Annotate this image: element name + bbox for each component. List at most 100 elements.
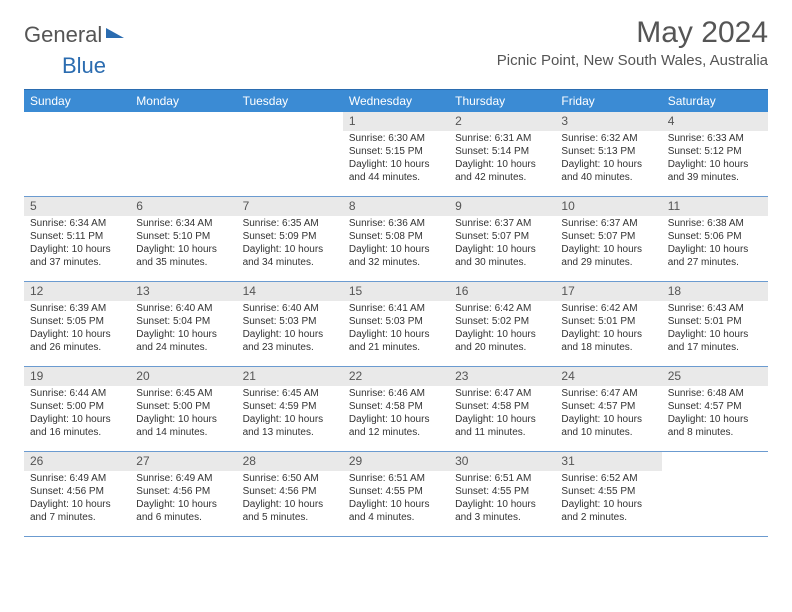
day-cell: 27Sunrise: 6:49 AMSunset: 4:56 PMDayligh…: [130, 452, 236, 536]
sunset-text: Sunset: 4:58 PM: [455, 401, 549, 414]
week-row: 12Sunrise: 6:39 AMSunset: 5:05 PMDayligh…: [24, 282, 768, 367]
day-number: 29: [343, 452, 449, 471]
sunrise-text: Sunrise: 6:42 AM: [561, 303, 655, 316]
day-data: Sunrise: 6:45 AMSunset: 4:59 PMDaylight:…: [237, 386, 343, 443]
daylight-text: Daylight: 10 hours and 40 minutes.: [561, 159, 655, 185]
month-title: May 2024: [497, 16, 768, 50]
daylight-text: Daylight: 10 hours and 29 minutes.: [561, 244, 655, 270]
day-data: Sunrise: 6:51 AMSunset: 4:55 PMDaylight:…: [449, 471, 555, 528]
daylight-text: Daylight: 10 hours and 14 minutes.: [136, 414, 230, 440]
logo-triangle-icon: [106, 28, 124, 38]
day-of-week-friday: Friday: [555, 90, 661, 112]
sunrise-text: Sunrise: 6:30 AM: [349, 133, 443, 146]
daylight-text: Daylight: 10 hours and 37 minutes.: [30, 244, 124, 270]
calendar-weeks: 1Sunrise: 6:30 AMSunset: 5:15 PMDaylight…: [24, 112, 768, 537]
sunrise-text: Sunrise: 6:37 AM: [561, 218, 655, 231]
sunset-text: Sunset: 5:13 PM: [561, 146, 655, 159]
sunset-text: Sunset: 5:14 PM: [455, 146, 549, 159]
day-number: 9: [449, 197, 555, 216]
day-data: Sunrise: 6:36 AMSunset: 5:08 PMDaylight:…: [343, 216, 449, 273]
day-data: Sunrise: 6:41 AMSunset: 5:03 PMDaylight:…: [343, 301, 449, 358]
sunset-text: Sunset: 4:57 PM: [668, 401, 762, 414]
day-data: Sunrise: 6:45 AMSunset: 5:00 PMDaylight:…: [130, 386, 236, 443]
logo-text-1: General: [24, 22, 102, 48]
daylight-text: Daylight: 10 hours and 42 minutes.: [455, 159, 549, 185]
daylight-text: Daylight: 10 hours and 6 minutes.: [136, 499, 230, 525]
sunset-text: Sunset: 5:06 PM: [668, 231, 762, 244]
sunrise-text: Sunrise: 6:45 AM: [243, 388, 337, 401]
day-number: 27: [130, 452, 236, 471]
daylight-text: Daylight: 10 hours and 16 minutes.: [30, 414, 124, 440]
sunrise-text: Sunrise: 6:34 AM: [30, 218, 124, 231]
empty-cell: [24, 112, 130, 196]
sunrise-text: Sunrise: 6:41 AM: [349, 303, 443, 316]
week-row: 1Sunrise: 6:30 AMSunset: 5:15 PMDaylight…: [24, 112, 768, 197]
day-cell: 31Sunrise: 6:52 AMSunset: 4:55 PMDayligh…: [555, 452, 661, 536]
sunrise-text: Sunrise: 6:44 AM: [30, 388, 124, 401]
day-cell: 22Sunrise: 6:46 AMSunset: 4:58 PMDayligh…: [343, 367, 449, 451]
day-data: Sunrise: 6:47 AMSunset: 4:57 PMDaylight:…: [555, 386, 661, 443]
calendar: SundayMondayTuesdayWednesdayThursdayFrid…: [24, 89, 768, 537]
sunset-text: Sunset: 5:00 PM: [30, 401, 124, 414]
sunset-text: Sunset: 4:55 PM: [349, 486, 443, 499]
day-data: Sunrise: 6:34 AMSunset: 5:10 PMDaylight:…: [130, 216, 236, 273]
week-row: 19Sunrise: 6:44 AMSunset: 5:00 PMDayligh…: [24, 367, 768, 452]
day-number: 25: [662, 367, 768, 386]
sunset-text: Sunset: 4:56 PM: [30, 486, 124, 499]
day-cell: 26Sunrise: 6:49 AMSunset: 4:56 PMDayligh…: [24, 452, 130, 536]
daylight-text: Daylight: 10 hours and 18 minutes.: [561, 329, 655, 355]
logo: General: [24, 22, 126, 48]
logo-text-2: Blue: [62, 53, 106, 78]
sunset-text: Sunset: 5:03 PM: [243, 316, 337, 329]
daylight-text: Daylight: 10 hours and 10 minutes.: [561, 414, 655, 440]
day-cell: 15Sunrise: 6:41 AMSunset: 5:03 PMDayligh…: [343, 282, 449, 366]
day-data: Sunrise: 6:40 AMSunset: 5:04 PMDaylight:…: [130, 301, 236, 358]
day-cell: 30Sunrise: 6:51 AMSunset: 4:55 PMDayligh…: [449, 452, 555, 536]
daylight-text: Daylight: 10 hours and 44 minutes.: [349, 159, 443, 185]
sunrise-text: Sunrise: 6:40 AM: [136, 303, 230, 316]
daylight-text: Daylight: 10 hours and 39 minutes.: [668, 159, 762, 185]
week-row: 5Sunrise: 6:34 AMSunset: 5:11 PMDaylight…: [24, 197, 768, 282]
day-number: 14: [237, 282, 343, 301]
sunrise-text: Sunrise: 6:48 AM: [668, 388, 762, 401]
day-number: 1: [343, 112, 449, 131]
daylight-text: Daylight: 10 hours and 5 minutes.: [243, 499, 337, 525]
day-number: 11: [662, 197, 768, 216]
sunrise-text: Sunrise: 6:36 AM: [349, 218, 443, 231]
day-number: 21: [237, 367, 343, 386]
daylight-text: Daylight: 10 hours and 4 minutes.: [349, 499, 443, 525]
daylight-text: Daylight: 10 hours and 23 minutes.: [243, 329, 337, 355]
sunset-text: Sunset: 4:56 PM: [136, 486, 230, 499]
sunrise-text: Sunrise: 6:34 AM: [136, 218, 230, 231]
sunrise-text: Sunrise: 6:49 AM: [30, 473, 124, 486]
sunset-text: Sunset: 4:56 PM: [243, 486, 337, 499]
day-cell: 11Sunrise: 6:38 AMSunset: 5:06 PMDayligh…: [662, 197, 768, 281]
day-data: Sunrise: 6:52 AMSunset: 4:55 PMDaylight:…: [555, 471, 661, 528]
daylight-text: Daylight: 10 hours and 24 minutes.: [136, 329, 230, 355]
daylight-text: Daylight: 10 hours and 26 minutes.: [30, 329, 124, 355]
day-data: Sunrise: 6:34 AMSunset: 5:11 PMDaylight:…: [24, 216, 130, 273]
day-cell: 19Sunrise: 6:44 AMSunset: 5:00 PMDayligh…: [24, 367, 130, 451]
day-cell: 9Sunrise: 6:37 AMSunset: 5:07 PMDaylight…: [449, 197, 555, 281]
empty-cell: [237, 112, 343, 196]
sunrise-text: Sunrise: 6:45 AM: [136, 388, 230, 401]
sunset-text: Sunset: 5:03 PM: [349, 316, 443, 329]
daylight-text: Daylight: 10 hours and 27 minutes.: [668, 244, 762, 270]
day-number: 8: [343, 197, 449, 216]
empty-cell: [130, 112, 236, 196]
day-number: 12: [24, 282, 130, 301]
day-data: Sunrise: 6:42 AMSunset: 5:01 PMDaylight:…: [555, 301, 661, 358]
sunrise-text: Sunrise: 6:51 AM: [455, 473, 549, 486]
daylight-text: Daylight: 10 hours and 35 minutes.: [136, 244, 230, 270]
day-of-week-monday: Monday: [130, 90, 236, 112]
day-number: 4: [662, 112, 768, 131]
daylight-text: Daylight: 10 hours and 11 minutes.: [455, 414, 549, 440]
day-cell: 21Sunrise: 6:45 AMSunset: 4:59 PMDayligh…: [237, 367, 343, 451]
day-data: Sunrise: 6:42 AMSunset: 5:02 PMDaylight:…: [449, 301, 555, 358]
sunset-text: Sunset: 5:07 PM: [455, 231, 549, 244]
day-cell: 28Sunrise: 6:50 AMSunset: 4:56 PMDayligh…: [237, 452, 343, 536]
sunrise-text: Sunrise: 6:33 AM: [668, 133, 762, 146]
day-data: Sunrise: 6:32 AMSunset: 5:13 PMDaylight:…: [555, 131, 661, 188]
week-row: 26Sunrise: 6:49 AMSunset: 4:56 PMDayligh…: [24, 452, 768, 537]
empty-cell: [662, 452, 768, 536]
